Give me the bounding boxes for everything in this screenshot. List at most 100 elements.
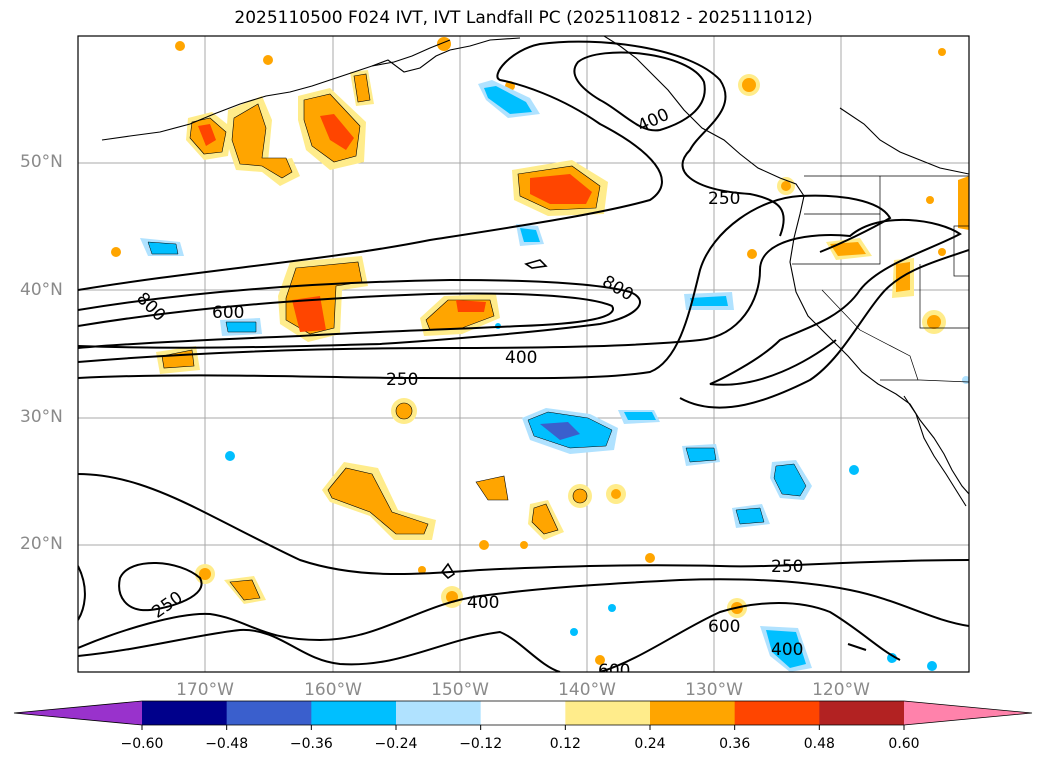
colorbar-tick-label: −0.48: [205, 736, 249, 752]
colorbar-segment: [734, 701, 820, 725]
lon-label-140w: 140°W: [558, 680, 616, 700]
contour-label: 250: [708, 189, 740, 209]
colorbar-segment: [650, 701, 736, 725]
anomaly-blob-small-6: [224, 576, 266, 604]
colorbar-segment: [311, 701, 397, 725]
anomaly-blob-neg-11: [760, 626, 812, 672]
ivt-contours: [78, 40, 969, 672]
contour-fragment: [847, 643, 867, 651]
colorbar-segment: [142, 701, 228, 725]
colorbar-tick-label: 0.60: [888, 736, 920, 752]
lat-label-30n: 30°N: [20, 407, 63, 427]
anomaly-blob-neg-1: [478, 80, 540, 118]
colorbar-segment: [565, 701, 651, 725]
contour-250-southwest: [118, 561, 203, 612]
anomaly-blob-coast-4: [958, 176, 969, 230]
contour-400-north: [573, 51, 706, 132]
map-content: 400 250 800 600 800 400 250 250 250 400 …: [78, 36, 969, 672]
colorbar-extend-low: [14, 701, 142, 725]
lon-label-130w: 130°W: [685, 680, 743, 700]
anomaly-blob-neg-5: [684, 292, 734, 310]
colorbar-tick-label: −0.60: [120, 736, 164, 752]
colorbar-segment: [226, 701, 312, 725]
map-frame: [77, 35, 970, 673]
anomaly-blob-neg-7: [618, 410, 660, 424]
anomaly-blob-small-1: [391, 398, 417, 424]
contour-400-south: [78, 578, 969, 649]
contour-250-east: [679, 249, 969, 409]
state-border-3: [919, 264, 969, 329]
anomaly-blob-neg-2: [140, 238, 184, 256]
contour-600: [78, 278, 641, 349]
contour-250-edge: [78, 565, 86, 621]
anomaly-blob-small-4: [568, 484, 592, 508]
colorbar-segments: [142, 701, 905, 725]
contour-label: 400: [505, 348, 537, 368]
anomaly-blob-coast-1: [826, 238, 872, 260]
anomaly-blob-aleutian-3: [298, 88, 366, 170]
lat-label-50n: 50°N: [20, 152, 63, 172]
colorbar-tick-label: 0.24: [634, 736, 666, 752]
anomaly-blob-neg-8: [682, 444, 720, 466]
west-coast: [603, 36, 969, 495]
coastlines: [101, 36, 969, 507]
colorbar-tick-label: −0.24: [374, 736, 418, 752]
colorbar: [13, 700, 1033, 730]
colorbar-segment: [819, 701, 905, 725]
positive-anomalies: [111, 37, 969, 665]
alaska-peninsula: [371, 37, 521, 73]
lon-label-170w: 170°W: [176, 680, 234, 700]
anomaly-blob-neg-4: [220, 318, 262, 336]
anomaly-blob-small-5: [606, 484, 626, 504]
anomaly-blob-aleutian-2: [226, 96, 300, 186]
anomaly-blob-mid-central: [420, 294, 500, 336]
lat-label-20n: 20°N: [20, 534, 63, 554]
anomaly-blob-small-7: [195, 564, 215, 584]
colorbar-extend-high: [904, 701, 1032, 725]
contour-label: 600: [708, 617, 740, 637]
aleutian-chain: [101, 39, 451, 141]
contour-250-middle: [78, 194, 892, 380]
state-border-2: [792, 214, 881, 265]
contour-label: 400: [467, 593, 499, 613]
contour-400-middle: [78, 218, 962, 386]
anomaly-blob-neg-10: [732, 504, 770, 528]
anomaly-blob-alaska-small: [350, 70, 374, 106]
anomaly-blob-small-3: [528, 500, 564, 540]
anomaly-blob-coast-3: [922, 310, 946, 334]
contour-label: 400: [771, 640, 803, 660]
canada-border-inland: [839, 107, 969, 175]
baja-peninsula: [903, 395, 967, 507]
anomaly-blob-small-2: [475, 475, 509, 501]
anomaly-blob-dots: [111, 37, 946, 665]
colorbar-segment: [396, 701, 482, 725]
lon-label-150w: 150°W: [431, 680, 489, 700]
contour-800: [78, 292, 615, 349]
anomaly-blob-aleutian-1: [186, 112, 232, 160]
colorbar-segment: [480, 701, 566, 725]
contour-label: 250: [771, 557, 803, 577]
anomaly-blob-north-central: [512, 160, 608, 216]
contour-label: 250: [386, 370, 418, 390]
anomaly-blob-small-10: [738, 74, 760, 96]
colorbar-tick-label: −0.12: [459, 736, 503, 752]
anomaly-blob-neg-9: [770, 460, 812, 500]
colorbar-ticks: [141, 725, 905, 730]
negative-anomalies: [140, 80, 969, 672]
map-title: 2025110500 F024 IVT, IVT Landfall PC (20…: [234, 8, 813, 28]
anomaly-blob-neg-6: [522, 408, 618, 454]
ivt-contour-fragments: [440, 259, 548, 580]
contour-400-south-inner: [78, 628, 561, 672]
lon-label-120w: 120°W: [812, 680, 870, 700]
lon-label-160w: 160°W: [304, 680, 362, 700]
colorbar-tick-label: 0.12: [549, 736, 581, 752]
colorbar-tick-label: 0.36: [719, 736, 751, 752]
colorbar-tick-label: −0.36: [289, 736, 333, 752]
contour-250-south: [78, 473, 969, 576]
state-border-5: [953, 225, 969, 277]
lat-label-40n: 40°N: [20, 280, 63, 300]
mexico-border: [880, 379, 969, 383]
contour-label: 600: [212, 303, 244, 323]
anomaly-blob-south-central: [322, 462, 436, 540]
